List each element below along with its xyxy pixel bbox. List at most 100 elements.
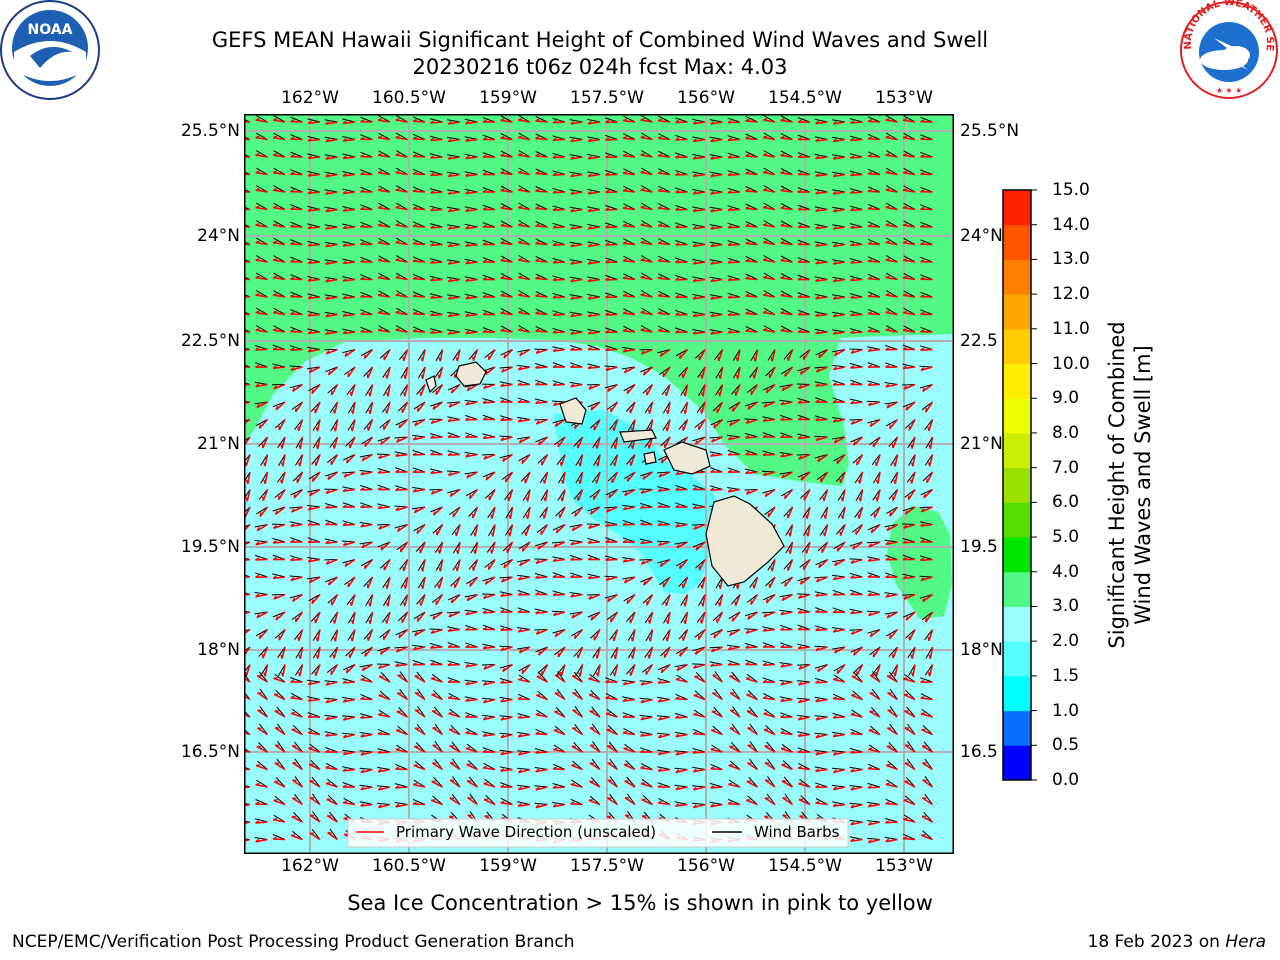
wave-direction-arrowhead (605, 329, 610, 334)
wave-direction-arrow (535, 207, 548, 211)
wave-direction-arrowhead (612, 426, 615, 432)
wave-direction-arrow (886, 764, 898, 771)
wave-direction-arrow (640, 698, 653, 704)
wave-direction-arrow (500, 698, 513, 703)
wave-direction-arrow (325, 698, 338, 704)
wave-direction-arrowhead (850, 381, 855, 386)
wave-direction-arrow (799, 576, 811, 585)
wave-direction-arrow (885, 783, 898, 788)
wave-direction-arrow (485, 576, 496, 585)
wave-direction-arrow (500, 329, 513, 333)
wave-direction-arrow (308, 261, 321, 265)
wave-direction-arrow (272, 154, 286, 158)
wave-direction-arrowhead (745, 153, 750, 157)
wave-direction-arrowhead (786, 514, 789, 519)
wave-direction-arrowhead (552, 330, 557, 334)
wave-direction-arrow (833, 418, 846, 423)
wave-direction-arrow (833, 733, 846, 738)
wave-direction-arrowhead (692, 664, 697, 669)
wave-direction-arrowhead (430, 172, 435, 177)
wave-direction-arrowhead (902, 258, 908, 261)
wave-direction-arrow (640, 189, 653, 193)
wave-direction-arrow (275, 506, 286, 516)
wave-direction-arrowhead (274, 510, 278, 515)
wave-direction-arrow (579, 664, 584, 677)
wave-direction-arrowhead (501, 368, 505, 373)
wave-direction-arrowhead (517, 576, 522, 581)
wave-direction-arrow (255, 189, 268, 193)
wave-direction-arrowhead (367, 636, 369, 641)
wave-direction-arrowhead (342, 225, 347, 229)
wave-direction-arrow (517, 803, 531, 807)
wave-direction-arrowhead (679, 652, 682, 657)
wave-direction-arrow (244, 190, 251, 193)
wave-direction-arrowhead (885, 170, 890, 174)
wave-direction-arrowhead (255, 275, 260, 279)
wave-direction-arrow (256, 523, 268, 532)
wave-direction-arrow (902, 224, 916, 228)
wave-direction-arrowhead (692, 278, 697, 282)
wave-direction-arrowhead (640, 765, 645, 769)
wave-direction-arrowhead (395, 453, 400, 457)
wave-direction-arrowhead (559, 671, 563, 677)
wave-direction-arrow (414, 675, 426, 683)
wave-direction-arrow (908, 629, 916, 641)
wave-direction-arrow (781, 471, 793, 479)
wave-direction-arrow (885, 383, 898, 388)
wave-direction-arrow (326, 558, 338, 565)
wave-direction-arrow (552, 296, 566, 299)
wave-direction-arrow (330, 664, 339, 676)
wave-direction-arrowhead (797, 681, 802, 686)
wave-direction-arrow (538, 646, 549, 656)
wave-direction-arrowhead (640, 560, 645, 565)
wave-direction-arrowhead (280, 444, 283, 449)
wave-direction-arrowhead (657, 241, 663, 244)
wave-direction-arrowhead (605, 154, 610, 159)
wave-direction-arrowhead (857, 514, 860, 519)
wave-direction-arrow (833, 768, 846, 774)
wave-direction-arrowhead (290, 119, 295, 123)
wave-direction-arrowhead (657, 522, 662, 526)
wave-direction-arrowhead (412, 452, 417, 456)
wave-direction-arrow (421, 576, 426, 589)
wave-direction-arrow (925, 401, 934, 413)
wave-direction-arrow (352, 401, 356, 414)
wave-direction-arrowhead (815, 260, 820, 265)
wave-direction-arrowhead (780, 135, 785, 139)
wave-direction-arrow (657, 681, 671, 684)
wave-direction-arrow (850, 768, 863, 773)
wave-direction-arrowhead (272, 365, 277, 369)
wave-direction-arrow (413, 488, 426, 493)
wave-direction-arrow (747, 744, 758, 753)
wave-direction-arrow (727, 156, 741, 159)
wave-direction-arrowhead (815, 208, 820, 212)
wave-direction-arrow (343, 138, 356, 142)
wave-direction-arrowhead (683, 392, 686, 397)
wave-direction-arrow (815, 768, 828, 772)
wave-direction-arrowhead (818, 563, 821, 569)
wave-direction-arrow (395, 786, 408, 789)
wave-direction-arrowhead (255, 293, 260, 296)
wave-direction-arrowhead (363, 564, 367, 569)
wave-direction-arrowhead (798, 782, 803, 785)
wave-direction-arrowhead (784, 372, 787, 377)
wave-direction-arrowhead (315, 444, 319, 450)
wave-direction-arrowhead (412, 436, 417, 441)
wave-direction-arrow (666, 419, 671, 432)
wave-direction-arrowhead (797, 733, 802, 737)
wave-direction-arrowhead (605, 242, 610, 246)
wave-direction-arrowhead (412, 801, 417, 805)
wave-direction-arrow (623, 763, 636, 771)
wave-direction-arrow (663, 646, 671, 659)
wave-direction-arrowhead (727, 155, 732, 159)
wave-direction-arrowhead (500, 258, 505, 262)
wave-direction-arrowhead (797, 311, 802, 316)
wave-direction-arrow (448, 313, 461, 318)
wave-direction-arrow (624, 488, 636, 497)
wave-direction-arrow (692, 296, 706, 300)
wave-direction-arrow (448, 278, 461, 283)
wave-direction-arrow (649, 629, 654, 642)
wave-direction-arrowhead (570, 260, 575, 265)
wave-direction-arrowhead (570, 313, 575, 318)
wave-direction-arrowhead (507, 496, 510, 502)
